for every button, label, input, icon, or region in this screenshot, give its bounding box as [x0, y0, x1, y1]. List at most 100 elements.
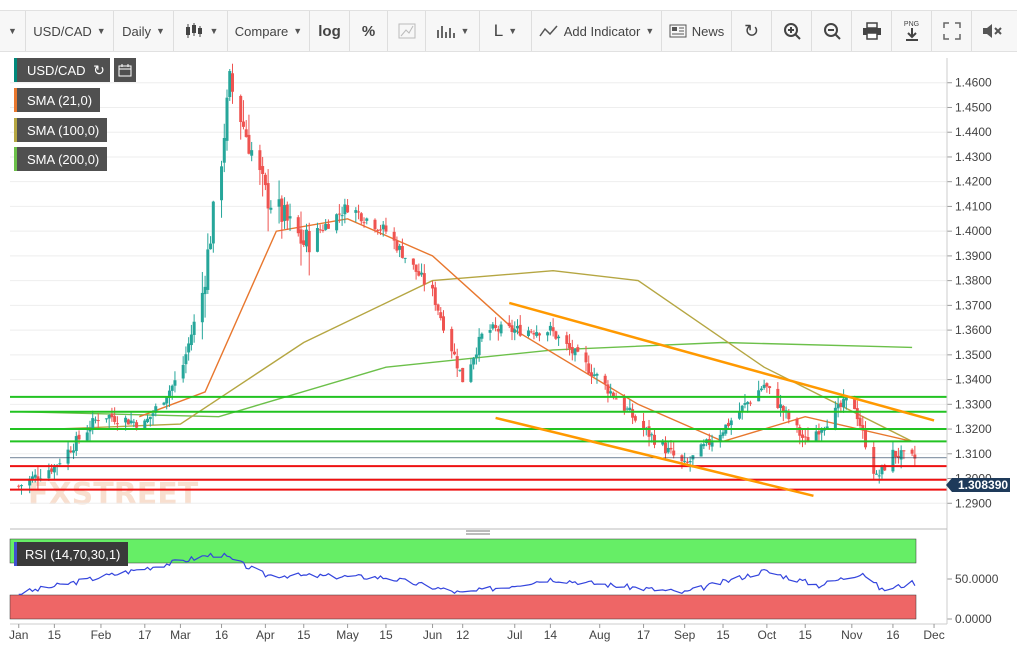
candle-body [285, 204, 289, 221]
pane-resize-handle[interactable] [466, 530, 490, 535]
candle-body [472, 357, 476, 365]
png-download-button[interactable]: PNG [892, 11, 932, 51]
candle-body [798, 427, 802, 436]
candle-body [589, 372, 593, 377]
refresh-symbol-button[interactable]: ↻ [88, 58, 110, 82]
volume-dropdown[interactable]: ▼ [426, 11, 480, 51]
candle-body [461, 367, 465, 383]
percent-scale-button[interactable]: % [350, 11, 388, 51]
printer-icon [862, 22, 881, 40]
candle-body [200, 292, 204, 323]
x-tick-label: 15 [799, 628, 813, 642]
candle-body [263, 174, 267, 186]
chart-type-dropdown[interactable]: ▼ [174, 11, 228, 51]
candle-body [814, 431, 818, 441]
y-tick-label: 1.4000 [955, 224, 992, 238]
draw-line-icon [398, 23, 415, 39]
candle-body [842, 398, 846, 408]
mute-button[interactable] [972, 11, 1012, 51]
x-tick-label: Sep [674, 628, 696, 642]
newspaper-icon [669, 24, 687, 38]
chart-area[interactable]: FXSTREET 1.29001.30001.31001.32001.33001… [0, 52, 1017, 666]
candle-body [633, 416, 637, 421]
indicator-icon [539, 25, 558, 37]
candle-body [452, 351, 456, 355]
candle-body [721, 432, 725, 436]
candle-body [781, 405, 785, 412]
candle-body [335, 214, 339, 231]
y-tick-label: 1.3900 [955, 249, 992, 263]
candle-body [557, 336, 561, 339]
x-tick-label: 15 [297, 628, 311, 642]
candle-body [135, 422, 139, 428]
candle-body [19, 485, 23, 487]
compare-dropdown[interactable]: Compare ▼ [228, 11, 310, 51]
candle-body [603, 375, 607, 384]
candle-body [277, 199, 281, 207]
y-tick-label: 1.4100 [955, 199, 992, 213]
sma200-legend[interactable]: SMA (200,0) [14, 147, 108, 171]
news-label: News [691, 23, 725, 39]
y-tick-label: 1.3300 [955, 397, 992, 411]
candle-body [239, 95, 243, 123]
candle-body [768, 386, 772, 389]
symbol-dropdown[interactable]: USD/CAD ▼ [26, 11, 114, 51]
news-button[interactable]: News [662, 11, 732, 51]
candle-body [414, 264, 418, 272]
candle-body [894, 450, 898, 458]
sma200-legend-label: SMA (200,0) [27, 151, 100, 167]
symbol-legend[interactable]: USD/CAD [14, 58, 94, 82]
candle-body [269, 207, 273, 210]
candle-body [343, 204, 347, 215]
candle-body [93, 419, 97, 421]
candle-body [853, 396, 857, 410]
candle-body [337, 213, 341, 215]
candle-body [737, 411, 741, 419]
interval-dropdown[interactable]: Daily ▼ [114, 11, 174, 51]
drawing-tool-button[interactable] [388, 11, 426, 51]
price-chart-svg[interactable]: FXSTREET 1.29001.30001.31001.32001.33001… [0, 52, 1017, 666]
toolbar-menu-dropdown[interactable]: ▼ [0, 11, 26, 51]
x-tick-label: 15 [48, 628, 62, 642]
log-scale-button[interactable]: log [310, 11, 350, 51]
sma21-legend[interactable]: SMA (21,0) [14, 88, 101, 112]
candle-body [321, 229, 325, 231]
candle-body [480, 333, 484, 339]
candle-body [302, 240, 306, 246]
refresh-button[interactable]: ↻ [732, 11, 772, 51]
candle-body [565, 335, 569, 344]
candle-body [683, 460, 687, 462]
candle-body [680, 455, 684, 462]
rsi-legend[interactable]: RSI (14,70,30,1) [14, 542, 129, 566]
line-type-dropdown[interactable]: L ▼ [480, 11, 532, 51]
zoom-in-button[interactable] [772, 11, 812, 51]
candle-body [669, 447, 673, 450]
candle-body [855, 408, 859, 420]
candle-body [532, 333, 536, 335]
candle-body [266, 183, 270, 209]
fullscreen-button[interactable] [932, 11, 972, 51]
zoom-out-button[interactable] [812, 11, 852, 51]
candle-body [877, 475, 881, 477]
candle-body [710, 442, 714, 447]
candle-body [357, 211, 361, 213]
candle-body [378, 229, 382, 231]
candle-body [187, 343, 191, 353]
candle-body [91, 418, 95, 428]
x-tick-label: 16 [886, 628, 900, 642]
calendar-button[interactable] [114, 58, 136, 82]
candle-body [874, 473, 878, 475]
add-indicator-dropdown[interactable]: Add Indicator ▼ [532, 11, 662, 51]
calendar-icon [118, 64, 132, 77]
candle-body [167, 390, 171, 398]
candle-body [729, 420, 733, 426]
print-button[interactable] [852, 11, 892, 51]
candle-body [496, 328, 500, 332]
candle-body [340, 215, 344, 217]
candle-body [154, 406, 158, 413]
candle-body [206, 249, 210, 290]
sma100-legend[interactable]: SMA (100,0) [14, 118, 108, 142]
candle-body [469, 364, 473, 382]
x-tick-label: Nov [841, 628, 862, 642]
sma100-legend-label: SMA (100,0) [27, 122, 100, 138]
